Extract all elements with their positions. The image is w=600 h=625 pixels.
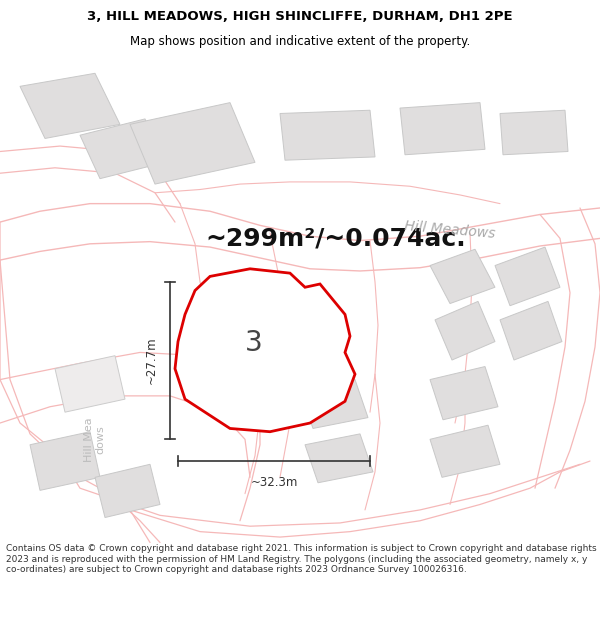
Polygon shape xyxy=(500,301,562,360)
Polygon shape xyxy=(280,110,375,160)
Polygon shape xyxy=(430,366,498,420)
Polygon shape xyxy=(300,379,368,429)
Polygon shape xyxy=(55,356,125,412)
Text: ~27.7m: ~27.7m xyxy=(145,337,158,384)
Polygon shape xyxy=(80,119,165,179)
Polygon shape xyxy=(430,249,495,304)
Polygon shape xyxy=(175,269,355,432)
Polygon shape xyxy=(430,425,500,478)
Text: Hill Mea
dows: Hill Mea dows xyxy=(84,417,106,462)
Text: 3, HILL MEADOWS, HIGH SHINCLIFFE, DURHAM, DH1 2PE: 3, HILL MEADOWS, HIGH SHINCLIFFE, DURHAM… xyxy=(87,9,513,22)
Polygon shape xyxy=(500,110,568,155)
Text: ~32.3m: ~32.3m xyxy=(250,476,298,489)
Polygon shape xyxy=(20,73,120,139)
Polygon shape xyxy=(435,301,495,360)
Polygon shape xyxy=(130,102,255,184)
Text: Contains OS data © Crown copyright and database right 2021. This information is : Contains OS data © Crown copyright and d… xyxy=(6,544,596,574)
Polygon shape xyxy=(495,247,560,306)
Text: 3: 3 xyxy=(245,329,263,356)
Polygon shape xyxy=(30,432,100,491)
Text: Hill Meadows: Hill Meadows xyxy=(404,219,496,241)
Text: ~299m²/~0.074ac.: ~299m²/~0.074ac. xyxy=(205,226,466,251)
Text: Map shows position and indicative extent of the property.: Map shows position and indicative extent… xyxy=(130,36,470,48)
Polygon shape xyxy=(95,464,160,518)
Polygon shape xyxy=(400,102,485,155)
Polygon shape xyxy=(305,434,373,482)
